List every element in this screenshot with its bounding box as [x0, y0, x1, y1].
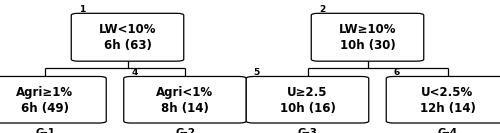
FancyBboxPatch shape	[386, 76, 500, 123]
Text: 2: 2	[319, 5, 325, 14]
Text: U<2.5%: U<2.5%	[422, 86, 474, 99]
Text: Agri<1%: Agri<1%	[156, 86, 214, 99]
Text: 4: 4	[131, 68, 138, 77]
Text: G-3: G-3	[298, 128, 318, 133]
Text: G-2: G-2	[175, 128, 195, 133]
Text: 10h (16): 10h (16)	[280, 102, 336, 115]
Text: Agri≥1%: Agri≥1%	[16, 86, 74, 99]
FancyBboxPatch shape	[246, 76, 368, 123]
Text: 6h (49): 6h (49)	[21, 102, 69, 115]
Text: G-1: G-1	[35, 128, 55, 133]
FancyBboxPatch shape	[72, 13, 184, 61]
Text: LW≥10%: LW≥10%	[339, 23, 396, 36]
Text: LW<10%: LW<10%	[99, 23, 156, 36]
Text: U≥2.5: U≥2.5	[287, 86, 328, 99]
Text: 5: 5	[254, 68, 260, 77]
FancyBboxPatch shape	[311, 13, 424, 61]
FancyBboxPatch shape	[0, 76, 106, 123]
Text: G-4: G-4	[438, 128, 458, 133]
Text: 12h (14): 12h (14)	[420, 102, 476, 115]
Text: 6: 6	[394, 68, 400, 77]
FancyBboxPatch shape	[124, 76, 246, 123]
Text: 10h (30): 10h (30)	[340, 39, 396, 52]
Text: 1: 1	[79, 5, 85, 14]
Text: 8h (14): 8h (14)	[161, 102, 209, 115]
Text: 6h (63): 6h (63)	[104, 39, 152, 52]
